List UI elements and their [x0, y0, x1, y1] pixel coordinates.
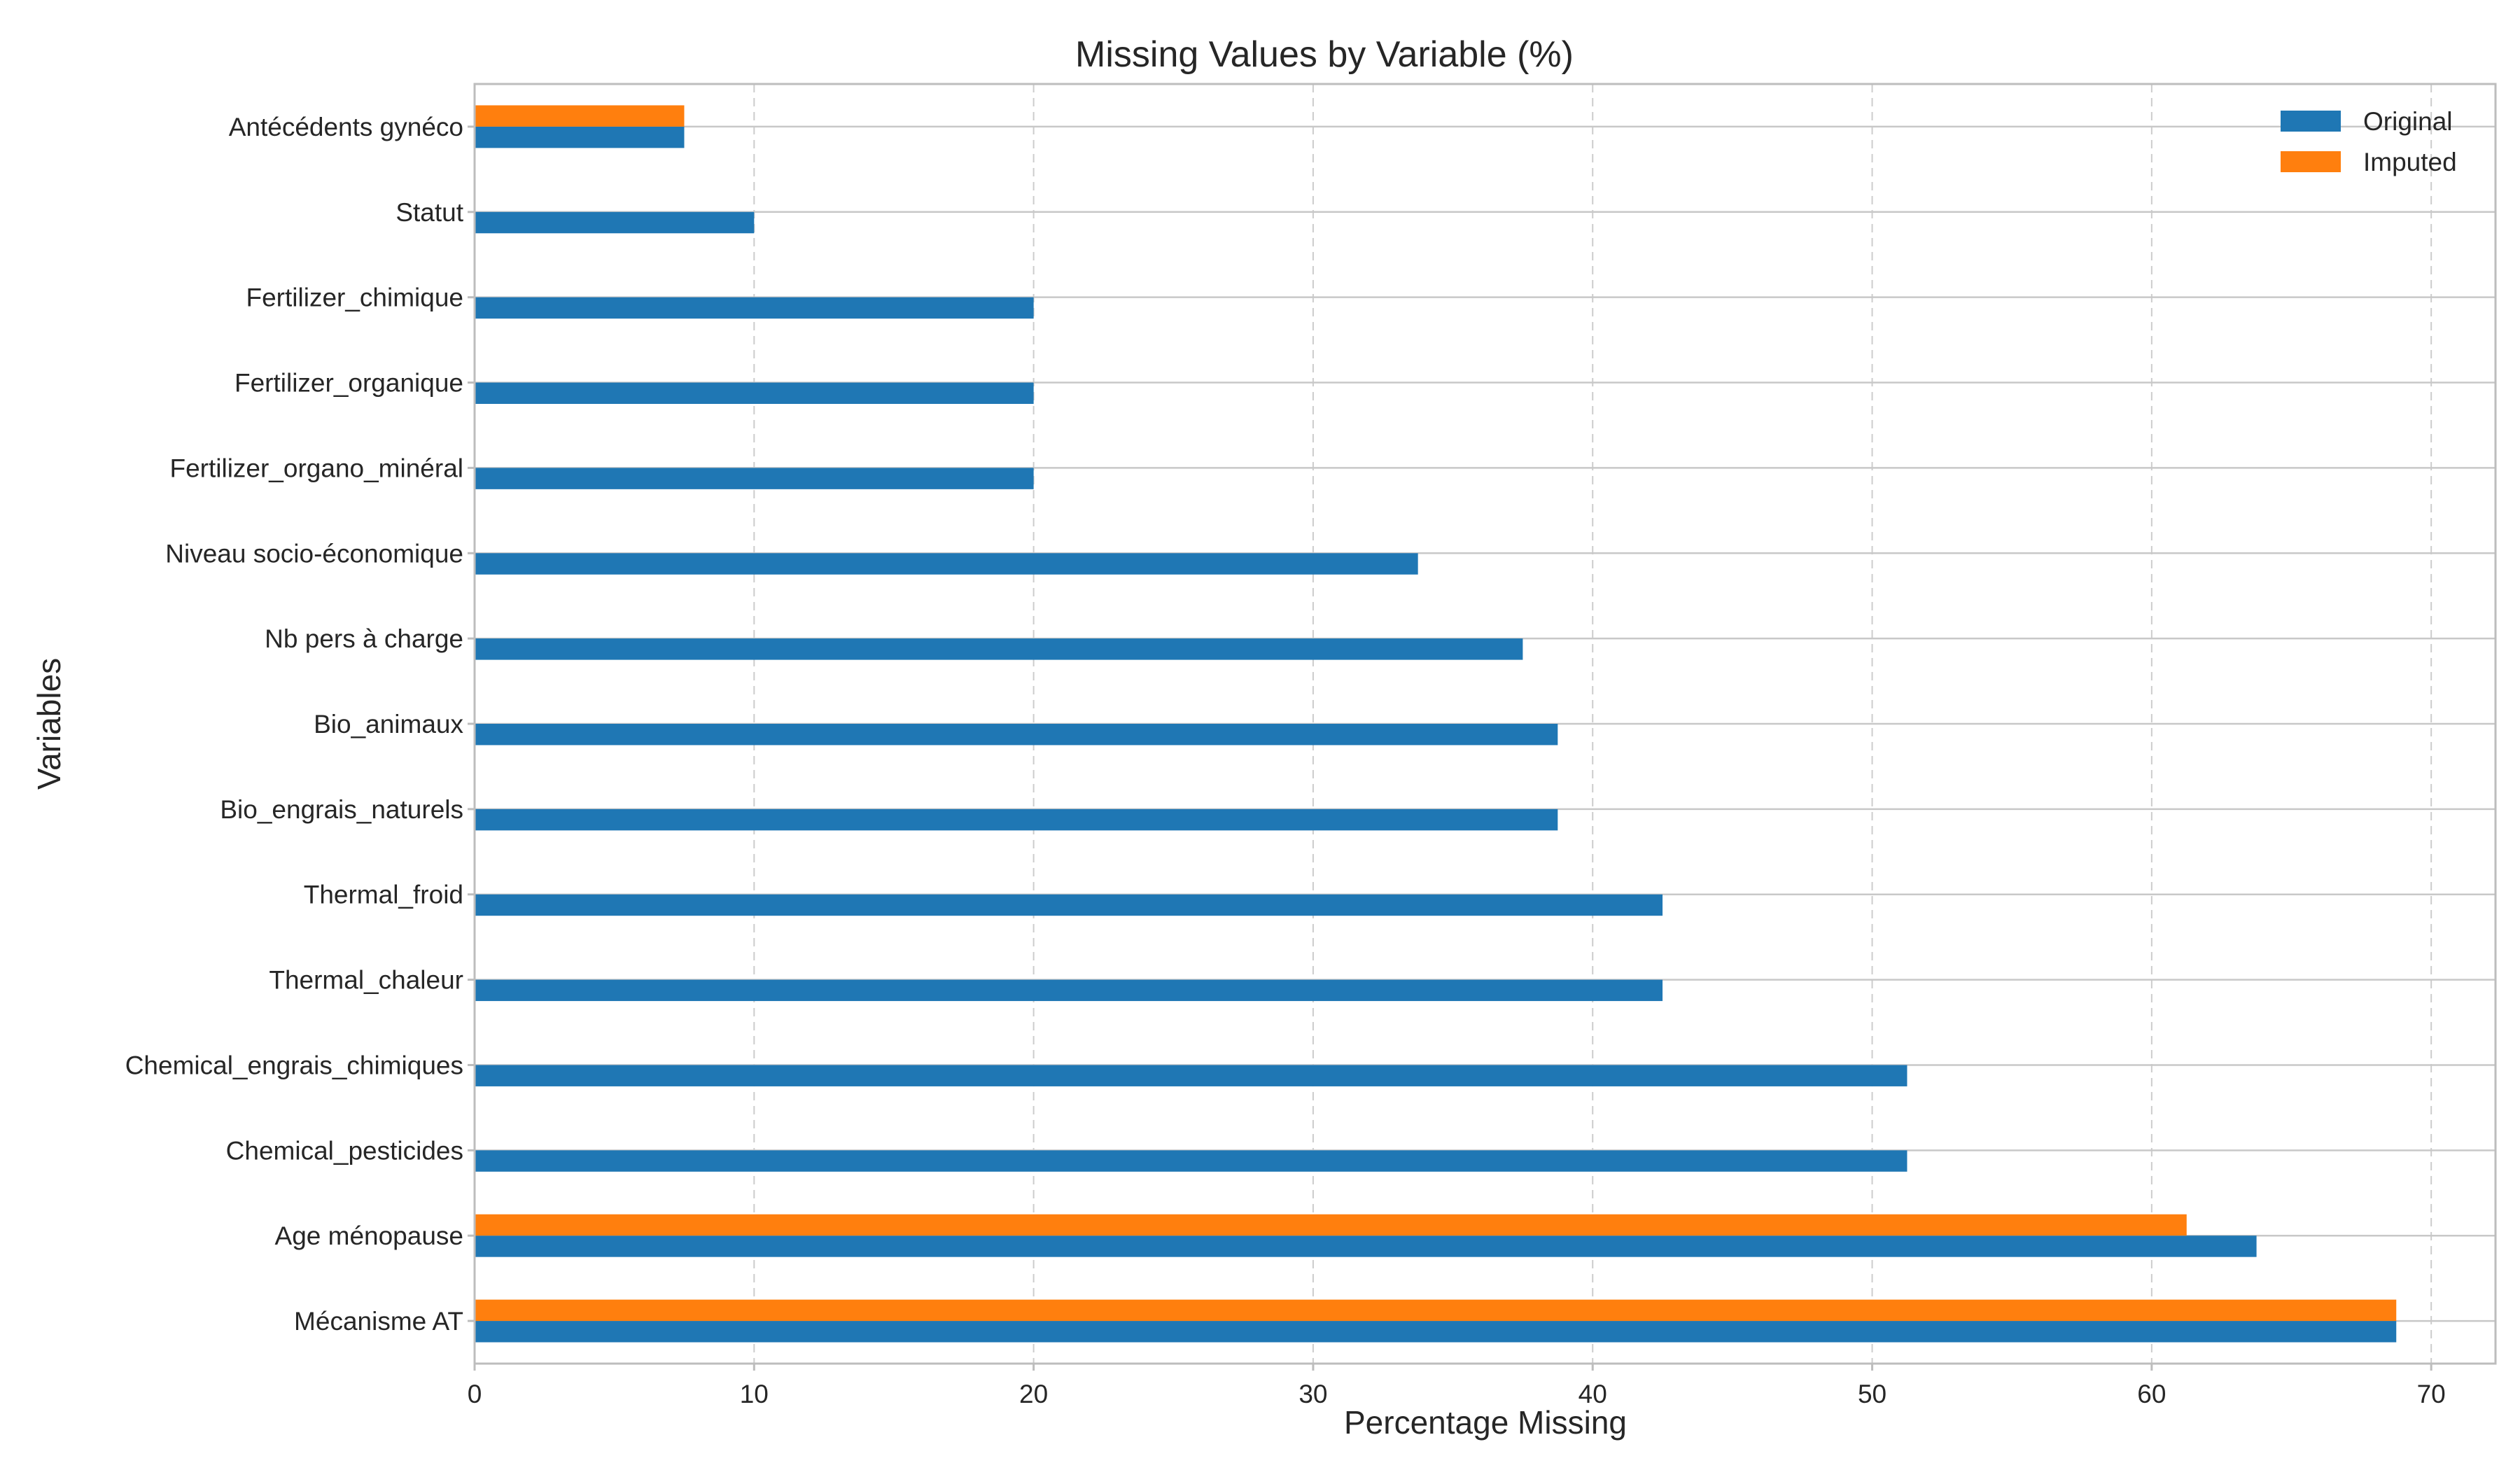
legend-label-original: Original [2363, 107, 2453, 136]
bar-original [475, 1321, 2397, 1343]
y-tick-label: Fertilizer_organo_minéral [169, 454, 463, 482]
y-tick-label: Thermal_chaleur [269, 966, 463, 995]
x-tick-label: 40 [1578, 1380, 1607, 1408]
x-tick-label: 30 [1298, 1380, 1327, 1408]
legend-swatch-original [2281, 111, 2341, 132]
y-tick-label: Chemical_pesticides [226, 1136, 463, 1165]
bar-imputed [475, 105, 685, 127]
legend-label-imputed: Imputed [2363, 148, 2457, 176]
bar-original [475, 553, 1418, 575]
y-tick-label: Bio_animaux [314, 710, 463, 738]
y-tick-label: Antécédents gynéco [229, 113, 463, 141]
y-tick-label: Statut [396, 198, 463, 227]
bar-imputed [475, 1299, 2397, 1322]
y-tick-label: Fertilizer_chimique [246, 284, 464, 312]
bar-original [475, 979, 1663, 1002]
bar-original [475, 297, 1034, 319]
y-axis-label: Variables [31, 658, 67, 790]
y-tick-label: Bio_engrais_naturels [220, 795, 463, 824]
bar-original [475, 638, 1523, 660]
x-tick-label: 50 [1858, 1380, 1886, 1408]
y-tick-label: Mécanisme AT [294, 1307, 463, 1336]
y-tick-label: Chemical_engrais_chimiques [125, 1051, 463, 1079]
x-tick-label: 60 [2137, 1380, 2166, 1408]
x-tick-label: 0 [468, 1380, 482, 1408]
x-axis-label: Percentage Missing [1344, 1404, 1627, 1441]
bar-original [475, 126, 685, 148]
bar-original [475, 1065, 1907, 1086]
y-tick-label: Age ménopause [275, 1222, 463, 1250]
bar-imputed [475, 1214, 2187, 1236]
chart-title: Missing Values by Variable (%) [1075, 34, 1574, 75]
legend-swatch-imputed [2281, 151, 2341, 172]
bar-original [475, 382, 1034, 404]
y-tick-label: Fertilizer_organique [234, 369, 463, 398]
bar-original [475, 1236, 2257, 1257]
bar-original [475, 468, 1034, 489]
y-axis-ticks: Mécanisme AT Age ménopause Chemical_pestic… [125, 113, 475, 1336]
x-axis-ticks: 0 10 20 30 40 50 60 70 [468, 1364, 2446, 1408]
y-tick-label: Niveau socio-économique [165, 539, 463, 568]
legend: Original Imputed [2281, 107, 2457, 176]
y-tick-label: Nb pers à charge [265, 624, 463, 653]
bar-original [475, 808, 1558, 831]
x-tick-label: 70 [2417, 1380, 2446, 1408]
y-tick-label: Thermal_froid [304, 881, 463, 909]
bar-original [475, 1150, 1907, 1172]
bar-original [475, 894, 1663, 916]
bar-original [475, 724, 1558, 746]
bars [475, 105, 2397, 1343]
x-tick-label: 10 [740, 1380, 769, 1408]
x-tick-label: 20 [1019, 1380, 1048, 1408]
bar-original [475, 211, 755, 234]
